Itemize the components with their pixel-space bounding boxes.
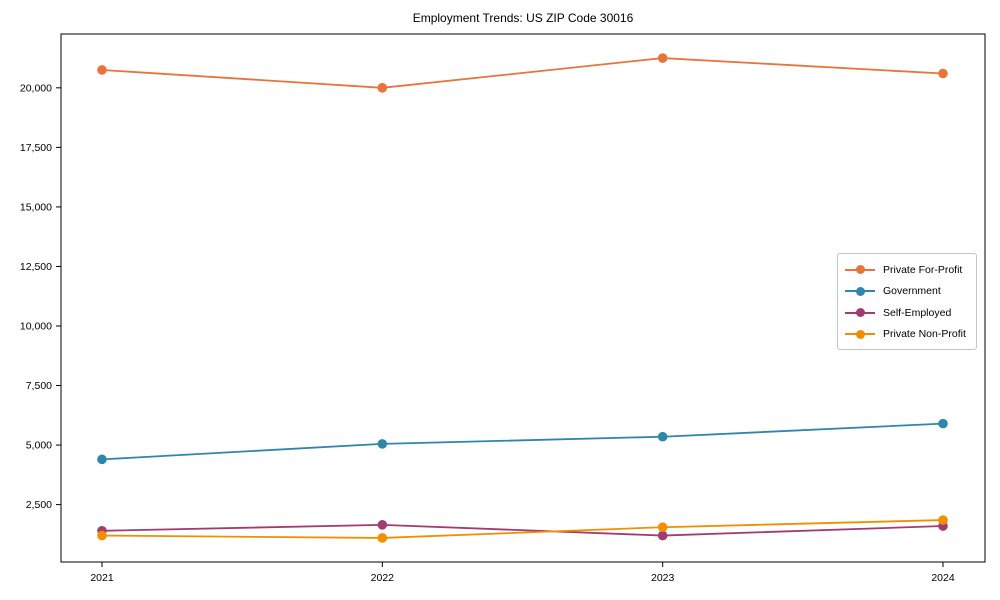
y-tick-label: 5,000 (26, 440, 52, 452)
marker-government-2021 (97, 454, 107, 465)
x-tick-label: 2021 (90, 572, 114, 584)
y-tick-label: 2,500 (26, 499, 52, 511)
x-tick-label: 2023 (651, 572, 675, 584)
legend: Private For-Profit Government Self-Employe… (837, 253, 977, 350)
marker-private-for-profit-2024 (938, 68, 948, 79)
y-tick-label: 17,500 (20, 142, 52, 154)
marker-private-for-profit-2022 (377, 83, 388, 93)
x-tick-label: 2022 (371, 572, 395, 584)
legend-dot-icon (855, 308, 865, 318)
legend-dot-icon (855, 265, 865, 275)
legend-marker-icon (845, 265, 875, 275)
marker-private-for-profit-2023 (657, 53, 668, 63)
marker-government-2024 (938, 418, 948, 429)
marker-private-non-profit-2023 (657, 522, 668, 533)
y-tick-label: 7,500 (26, 380, 52, 392)
series-line-self-employed (101, 523, 944, 537)
axes-spines (60, 33, 986, 563)
chart-title: Employment Trends: US ZIP Code 30016 (412, 11, 634, 25)
legend-marker-icon (845, 329, 875, 339)
legend-label: Self-Employed (883, 306, 952, 319)
marker-government-2023 (657, 431, 668, 442)
x-tick-label: 2024 (931, 572, 955, 584)
marker-government-2022 (377, 439, 388, 449)
legend-marker-icon (845, 308, 875, 318)
legend-dot-icon (855, 286, 865, 296)
y-tick-label: 12,500 (20, 261, 52, 273)
marker-private-non-profit-2024 (938, 515, 948, 525)
legend-label: Government (883, 285, 941, 298)
marker-private-non-profit-2022 (377, 533, 388, 543)
series-line-private-for-profit (101, 57, 944, 89)
legend-entry-government: Government (845, 281, 970, 303)
series-line-government (101, 422, 944, 461)
legend-label: Private For-Profit (883, 263, 963, 276)
legend-label: Private Non-Profit (883, 328, 966, 341)
legend-dot-icon (855, 329, 865, 339)
legend-entry-private-for-profit: Private For-Profit (845, 259, 970, 281)
legend-entry-self-employed: Self-Employed (845, 302, 970, 324)
y-tick-label: 15,000 (20, 201, 52, 213)
y-tick-label: 10,000 (20, 320, 52, 332)
marker-private-for-profit-2021 (97, 65, 107, 75)
y-tick-label: 20,000 (20, 82, 52, 94)
legend-entry-private-non-profit: Private Non-Profit (845, 324, 970, 346)
series-line-private-non-profit (101, 519, 944, 539)
marker-self-employed-2022 (377, 520, 388, 530)
marker-private-non-profit-2021 (97, 530, 107, 541)
legend-marker-icon (845, 286, 875, 296)
marker-self-employed-2023 (657, 530, 668, 541)
